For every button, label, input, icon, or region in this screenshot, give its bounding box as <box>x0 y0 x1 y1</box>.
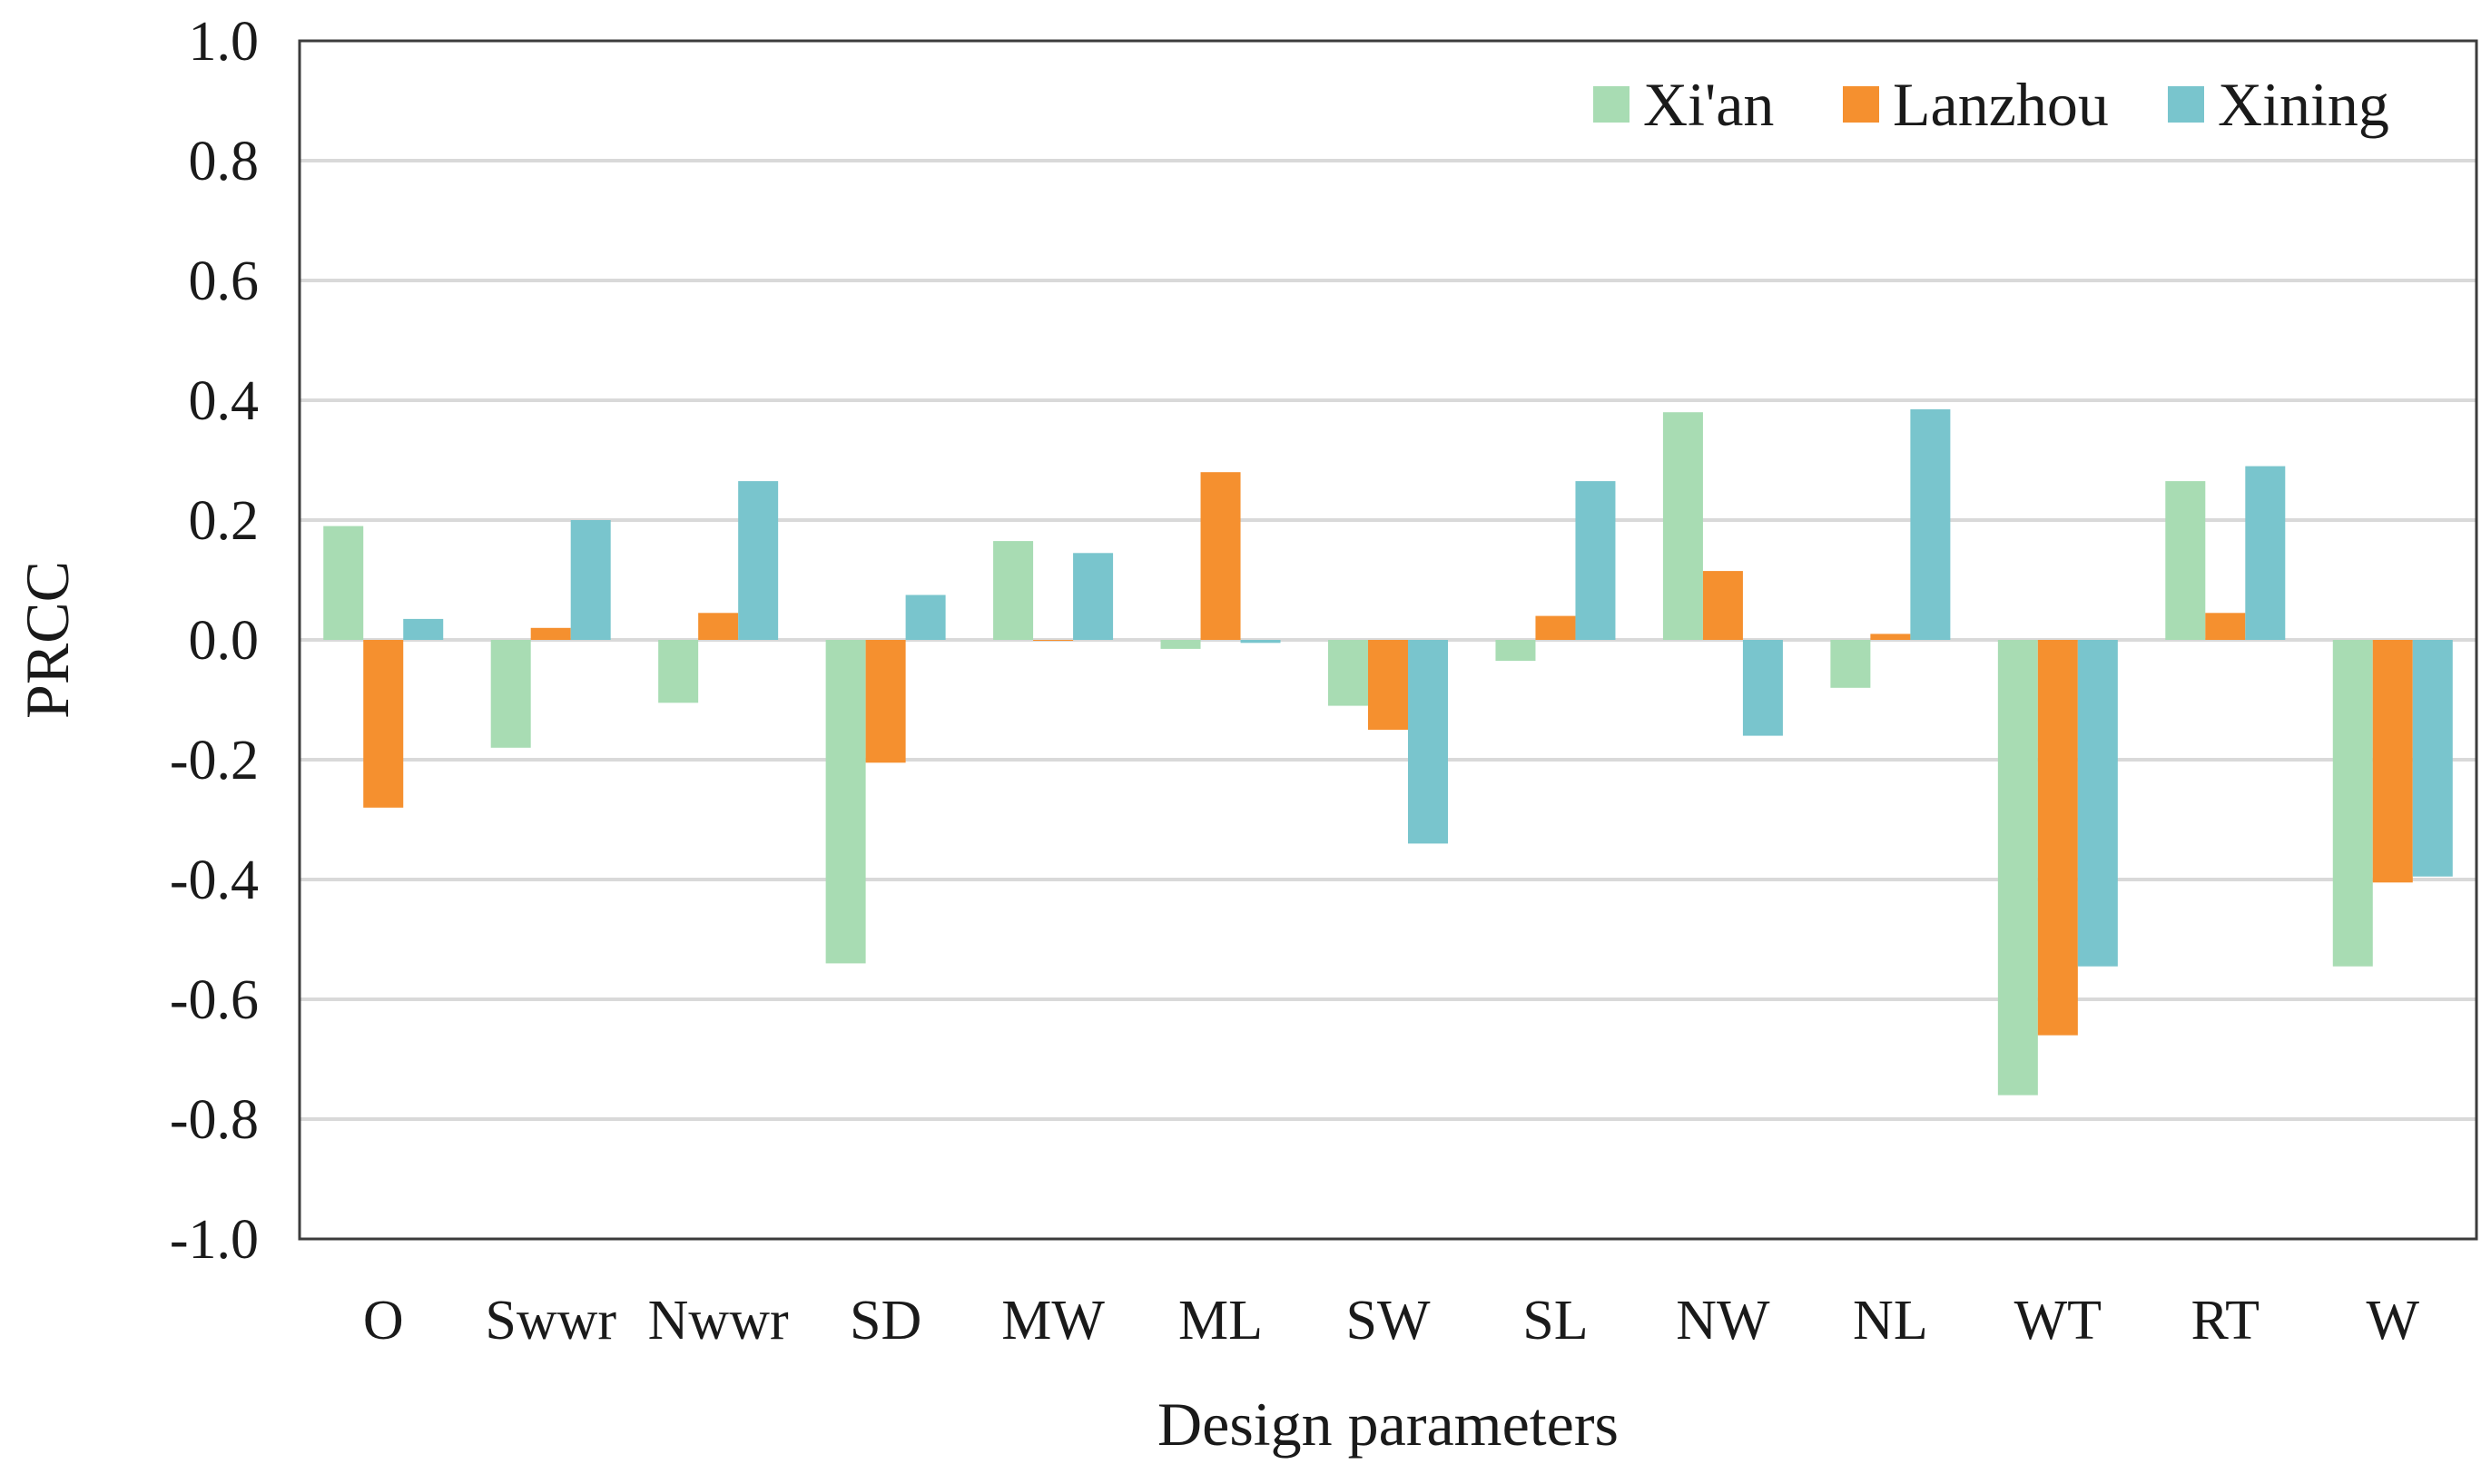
legend-label: Xining <box>2218 70 2389 139</box>
bar-xining-sd <box>905 595 946 640</box>
bar-xian-mw <box>993 541 1034 640</box>
bar-xining-nw <box>1742 640 1783 736</box>
x-tick-label: NL <box>1853 1290 1928 1351</box>
x-tick-label: SL <box>1522 1290 1588 1351</box>
legend-swatch-0 <box>1593 86 1629 123</box>
y-tick-label: 0.0 <box>189 610 260 672</box>
y-tick-labels: 1.0 0.8 0.6 0.4 0.2 0.0 -0.2 -0.4 -0.6 -0.8 -1.0 <box>170 11 259 1271</box>
bar-xian-ml <box>1160 640 1201 649</box>
bar-xian-nwwr <box>658 640 699 703</box>
bar-xining-nwwr <box>738 481 779 640</box>
bar-xining-sw <box>1408 640 1448 844</box>
legend: Xi'an Lanzhou Xining <box>1593 70 2389 139</box>
x-tick-label: SW <box>1346 1290 1431 1351</box>
y-tick-label: 0.4 <box>189 370 260 432</box>
bar-lanzhou-mw <box>1033 640 1074 641</box>
bar-xining-o <box>403 618 444 640</box>
x-tick-label: NW <box>1676 1290 1770 1351</box>
bar-xining-sl <box>1575 481 1616 640</box>
bar-xian-swwr <box>490 640 531 748</box>
bar-xian-rt <box>2165 481 2206 640</box>
bar-lanzhou-nwwr <box>698 613 739 640</box>
bar-xian-sd <box>825 640 866 964</box>
y-tick-label: -0.2 <box>170 730 259 791</box>
bar-lanzhou-sw <box>1368 640 1408 730</box>
bar-xining-nl <box>1910 408 1951 640</box>
bar-lanzhou-swwr <box>530 627 571 640</box>
y-tick-label: -0.4 <box>170 850 259 911</box>
x-tick-label: MW <box>1001 1290 1105 1351</box>
bar-lanzhou-w <box>2372 640 2413 883</box>
bar-xian-wt <box>1997 640 2038 1096</box>
x-tick-label: SD <box>850 1290 921 1351</box>
y-tick-label: -1.0 <box>170 1209 259 1271</box>
bar-lanzhou-sd <box>865 640 906 763</box>
bar-xining-w <box>2412 640 2453 877</box>
bar-xian-sw <box>1328 640 1368 706</box>
x-tick-labels: O Swwr Nwwr SD MW ML SW SL NW NL WT RT W <box>363 1290 2420 1351</box>
x-tick-label: O <box>363 1290 404 1351</box>
legend-swatch-1 <box>1843 86 1879 123</box>
x-tick-label: WT <box>2014 1290 2102 1351</box>
bar-xining-ml <box>1240 640 1281 644</box>
bar-xian-w <box>2332 640 2373 967</box>
legend-label: Lanzhou <box>1893 70 2109 139</box>
bar-lanzhou-nw <box>1702 571 1743 640</box>
x-tick-label: ML <box>1178 1290 1263 1351</box>
bar-lanzhou-o <box>363 640 404 808</box>
y-tick-label: -0.6 <box>170 969 259 1031</box>
bar-lanzhou-rt <box>2205 613 2246 640</box>
bars <box>323 408 2453 1096</box>
y-tick-label: 0.8 <box>189 131 260 192</box>
x-tick-label: Nwwr <box>648 1290 789 1351</box>
bar-xining-swwr <box>570 520 611 640</box>
x-tick-label: Swwr <box>485 1290 616 1351</box>
plot-frame <box>298 39 2478 1241</box>
x-axis-title: Design parameters <box>1157 1390 1619 1459</box>
bar-xian-o <box>323 526 364 640</box>
bar-xian-nw <box>1662 412 1703 640</box>
bar-lanzhou-ml <box>1200 472 1241 640</box>
legend-swatch-2 <box>2168 86 2204 123</box>
bar-lanzhou-nl <box>1870 634 1911 640</box>
bar-xian-nl <box>1830 640 1871 688</box>
y-axis-title: PRCC <box>13 561 82 719</box>
bar-xian-sl <box>1495 640 1536 662</box>
bar-xining-wt <box>2077 640 2118 967</box>
bar-lanzhou-wt <box>2037 640 2078 1036</box>
x-tick-label: RT <box>2191 1290 2260 1351</box>
x-tick-label: W <box>2367 1290 2420 1351</box>
y-tick-label: -0.8 <box>170 1089 259 1151</box>
bar-lanzhou-sl <box>1535 615 1576 640</box>
y-tick-label: 0.6 <box>189 251 260 312</box>
y-tick-label: 0.2 <box>189 490 260 552</box>
bar-xining-rt <box>2245 466 2286 640</box>
y-tick-label: 1.0 <box>189 11 260 73</box>
bar-xining-mw <box>1073 553 1114 640</box>
legend-label: Xi'an <box>1643 70 1774 139</box>
